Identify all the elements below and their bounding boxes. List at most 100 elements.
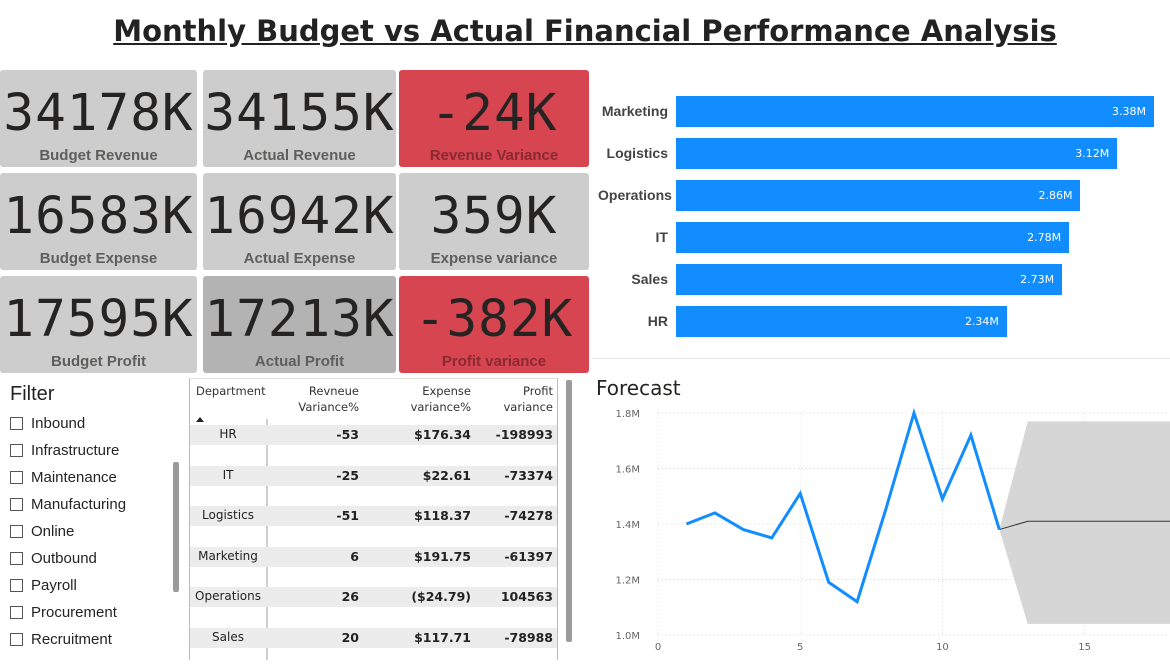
- cell-profit-variance: -198993: [495, 427, 553, 442]
- filter-option[interactable]: Online: [10, 521, 74, 541]
- table-row[interactable]: [190, 425, 557, 445]
- bar[interactable]: [676, 138, 1118, 169]
- table-header[interactable]: Expense variance%: [410, 384, 471, 414]
- cell-revenue-variance: -51: [336, 508, 359, 524]
- y-tick-label: 1.4M: [615, 520, 640, 531]
- y-tick-label: 1.8M: [615, 409, 640, 420]
- table-row[interactable]: [190, 587, 557, 608]
- checkbox-icon[interactable]: [10, 632, 23, 646]
- table-row[interactable]: [190, 546, 557, 567]
- filter-option[interactable]: Inbound: [10, 413, 85, 433]
- checkbox-icon[interactable]: [10, 443, 23, 457]
- kpi-value: 16942K: [204, 187, 395, 246]
- kpi-label: Budget Profit: [51, 353, 146, 370]
- kpi-value: 16583K: [3, 187, 194, 246]
- filter-option[interactable]: Outbound: [10, 548, 97, 568]
- kpi-label: Actual Profit: [254, 353, 345, 370]
- cell-profit-variance: -78988: [504, 630, 553, 645]
- checkbox-icon[interactable]: [10, 416, 23, 430]
- y-tick-label: 1.0M: [615, 631, 640, 642]
- table-header[interactable]: Department: [196, 384, 266, 398]
- checkbox-icon[interactable]: [10, 470, 23, 484]
- checkbox-icon[interactable]: [10, 497, 23, 511]
- forecast-title: Forecast: [596, 376, 681, 400]
- sort-up-icon[interactable]: [196, 417, 204, 422]
- cell-expense-variance: ($24.79): [411, 589, 471, 605]
- table-header[interactable]: Revneue Variance%: [298, 384, 359, 414]
- table-scrollbar[interactable]: [566, 380, 572, 642]
- bar-category-label: Operations: [598, 187, 672, 203]
- bar-category-label: HR: [647, 313, 668, 329]
- cell-department: Sales: [212, 630, 244, 644]
- bar-data-label: 2.34M: [964, 315, 999, 328]
- filter-scrollbar[interactable]: [173, 462, 179, 592]
- bar-data-label: 2.78M: [1027, 231, 1062, 244]
- bar-category-label: Sales: [631, 271, 668, 287]
- cell-department: Operations: [195, 589, 261, 604]
- kpi-card: 34155K Actual Revenue: [203, 70, 396, 167]
- cell-revenue-variance: -53: [336, 427, 359, 442]
- filter-option[interactable]: Infrastructure: [10, 440, 119, 460]
- forecast-line: [999, 520, 1170, 531]
- cell-revenue-variance: 6: [350, 548, 359, 564]
- kpi-label: Expense variance: [430, 250, 558, 267]
- table-column-divider: [266, 419, 268, 660]
- filter-option[interactable]: Procurement: [10, 602, 117, 622]
- y-tick-label: 1.6M: [615, 465, 640, 476]
- kpi-value: 34155K: [204, 84, 395, 143]
- cell-expense-variance: $191.75: [414, 548, 471, 564]
- filter-option-label: Infrastructure: [31, 441, 120, 459]
- filter-option-label: Inbound: [31, 414, 86, 432]
- forecast-line-chart: 1.0M 1.2M 1.4M 1.6M 1.8M 0 5 10 15: [615, 407, 1170, 653]
- filter-option[interactable]: Manufacturing: [10, 494, 126, 514]
- kpi-label: Budget Revenue: [39, 147, 158, 164]
- kpi-label: Revenue Variance: [429, 147, 559, 164]
- bar[interactable]: [676, 306, 1007, 337]
- divider: [592, 358, 1170, 359]
- page-title: Monthly Budget vs Actual Financial Perfo…: [113, 14, 1057, 48]
- table-row[interactable]: [190, 506, 557, 527]
- x-tick-label: 5: [797, 642, 803, 653]
- bar[interactable]: [676, 264, 1063, 295]
- filter-option-label: Outbound: [31, 549, 97, 567]
- filter-option-label: Online: [31, 522, 75, 540]
- cell-department: HR: [219, 427, 237, 441]
- cell-profit-variance: -74278: [504, 508, 553, 524]
- cell-profit-variance: -61397: [504, 548, 553, 564]
- table-row[interactable]: [190, 628, 557, 648]
- cell-revenue-variance: 20: [341, 630, 359, 645]
- checkbox-icon[interactable]: [10, 551, 23, 565]
- table-row[interactable]: [190, 465, 557, 486]
- filter-option[interactable]: Payroll: [10, 575, 77, 595]
- cell-expense-variance: $118.37: [414, 508, 471, 524]
- bar[interactable]: [676, 222, 1070, 253]
- kpi-card: 16942K Actual Expense: [203, 173, 396, 270]
- kpi-value: -24K: [430, 84, 558, 143]
- bar-data-label: 3.12M: [1075, 147, 1110, 160]
- filter-option-label: Payroll: [31, 576, 77, 594]
- bar[interactable]: [676, 96, 1154, 127]
- cell-department: IT: [222, 467, 234, 482]
- kpi-value: 17595K: [3, 290, 194, 349]
- bar-data-label: 3.38M: [1112, 105, 1146, 118]
- bar-category-label: IT: [655, 229, 668, 245]
- checkbox-icon[interactable]: [10, 524, 23, 538]
- cell-profit-variance: 104563: [500, 589, 553, 605]
- cell-expense-variance: $176.34: [414, 427, 471, 442]
- actual-series-line[interactable]: [685, 407, 1001, 605]
- kpi-value: 17213K: [204, 290, 395, 349]
- checkbox-icon[interactable]: [10, 605, 23, 619]
- cell-department: Logistics: [202, 508, 254, 523]
- bar[interactable]: [676, 180, 1081, 211]
- cell-expense-variance: $117.71: [414, 630, 471, 645]
- checkbox-icon[interactable]: [10, 578, 23, 592]
- filter-option-label: Manufacturing: [31, 495, 127, 513]
- kpi-card: 359K Expense variance: [399, 173, 589, 270]
- cell-revenue-variance: -25: [336, 467, 359, 483]
- bar-category-label: Logistics: [606, 145, 668, 161]
- filter-option[interactable]: Maintenance: [10, 467, 117, 487]
- table-header[interactable]: Profit variance: [503, 384, 553, 414]
- kpi-value: 34178K: [3, 84, 194, 143]
- x-tick-label: 10: [936, 642, 949, 653]
- filter-option[interactable]: Recruitment: [10, 629, 112, 649]
